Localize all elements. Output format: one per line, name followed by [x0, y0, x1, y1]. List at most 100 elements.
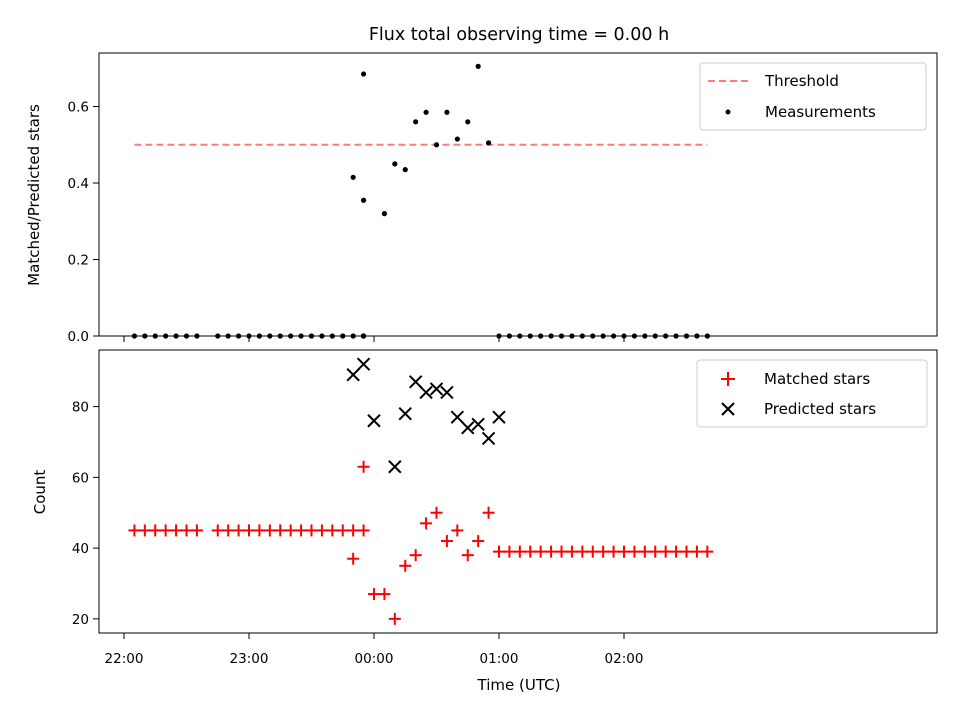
legend-threshold-label: Threshold	[764, 72, 839, 90]
predicted-star-point	[481, 431, 496, 446]
matched-star-point	[399, 559, 412, 572]
measurement-point	[413, 119, 419, 125]
legend-measurements-swatch	[725, 109, 731, 115]
y-tick-label: 0.0	[68, 329, 89, 345]
top-panel: Matched/Predicted stars 0.0 0.2 0.4 0.6 Thr…	[25, 52, 938, 345]
matched-star-point	[565, 545, 578, 558]
predicted-star-point	[440, 385, 454, 400]
top-y-ticks: 0.0 0.2 0.4 0.6	[68, 100, 99, 345]
matched-star-point	[190, 524, 203, 537]
x-tick-label: 23:00	[230, 651, 269, 667]
matched-star-point	[315, 524, 328, 537]
predicted-star-point	[429, 382, 444, 396]
bottom-x-ticks: 22:00 23:00 00:00 01:00 02:00	[105, 633, 643, 667]
matched-star-point	[263, 524, 276, 537]
predicted-star-point	[388, 460, 402, 474]
measurement-point	[360, 197, 367, 203]
matched-star-point	[336, 524, 349, 537]
top-legend: Threshold Measurements	[699, 62, 927, 131]
measurement-point	[350, 174, 356, 180]
measurement-point	[465, 119, 471, 125]
y-tick-label: 80	[72, 400, 89, 416]
bottom-plot-area	[128, 357, 714, 625]
legend-matched-label: Matched stars	[764, 370, 870, 388]
matched-star-point	[159, 524, 172, 537]
predicted-star-point	[356, 357, 371, 371]
y-tick-label: 0.6	[68, 100, 89, 116]
matched-star-point	[295, 524, 308, 537]
x-tick-label: 22:00	[105, 651, 144, 667]
legend-matched-swatch	[721, 372, 735, 386]
matched-star-point	[211, 524, 224, 537]
legend-measurements-label: Measurements	[765, 103, 876, 121]
measurement-point	[360, 71, 367, 77]
matched-star-point	[555, 545, 568, 558]
matched-star-point	[326, 524, 339, 537]
matched-star-point	[357, 524, 370, 537]
matched-star-point	[545, 545, 558, 558]
matched-star-point	[222, 524, 235, 537]
top-x-ticks	[123, 336, 625, 342]
matched-star-point	[274, 524, 287, 537]
matched-star-point	[493, 545, 505, 558]
matched-star-point	[524, 545, 537, 558]
measurement-point	[485, 140, 492, 146]
matched-star-point	[628, 545, 641, 558]
bottom-y-axis-label: Count	[31, 470, 49, 515]
matched-star-point	[670, 545, 683, 558]
legend-predicted-swatch	[721, 402, 735, 416]
predicted-star-point	[471, 417, 485, 431]
measurement-point	[433, 142, 440, 148]
matched-star-point	[232, 524, 245, 537]
matched-star-point	[690, 545, 703, 558]
matched-star-point	[409, 549, 422, 562]
matched-star-point	[534, 545, 547, 558]
measurement-point	[402, 167, 408, 173]
predicted-star-point	[398, 406, 412, 421]
matched-star-point	[701, 545, 714, 558]
matched-star-point	[368, 588, 380, 601]
measurement-point	[454, 136, 460, 142]
matched-star-point	[618, 545, 630, 558]
matched-star-point	[243, 524, 255, 537]
matched-star-point	[357, 460, 370, 473]
matched-star-point	[420, 517, 433, 530]
bottom-y-ticks: 20 40 60 80	[72, 400, 99, 628]
chart-title: Flux total observing time = 0.00 h	[369, 25, 669, 45]
matched-star-point	[597, 545, 610, 558]
y-tick-label: 0.4	[68, 176, 89, 192]
predicted-star-point	[367, 414, 381, 428]
matched-star-point	[586, 545, 599, 558]
measurement-point	[475, 63, 481, 69]
matched-star-point	[607, 545, 620, 558]
matched-star-point	[680, 545, 693, 558]
y-tick-label: 20	[72, 612, 89, 628]
matched-star-point	[440, 535, 453, 548]
matched-star-point	[659, 545, 672, 558]
matched-star-point	[638, 545, 651, 558]
predicted-star-point	[450, 410, 465, 424]
measurement-point	[444, 109, 450, 115]
bottom-panel: Count 20 40 60 80 22:00 23:00 00:00 01:00 02:00…	[31, 349, 938, 694]
matched-star-point	[513, 545, 526, 558]
x-axis-label: Time (UTC)	[477, 676, 561, 694]
top-axes-frame	[98, 52, 938, 337]
bottom-axes-frame	[98, 349, 938, 634]
bottom-legend-box	[696, 359, 928, 428]
matched-star-point	[378, 588, 391, 601]
matched-star-point	[284, 524, 297, 537]
predicted-star-point	[461, 421, 475, 435]
matched-star-point	[451, 524, 464, 537]
y-tick-label: 60	[72, 470, 89, 486]
x-tick-label: 01:00	[480, 651, 519, 667]
y-tick-label: 0.2	[68, 253, 89, 269]
y-tick-label: 40	[72, 541, 89, 557]
matched-star-point	[347, 524, 360, 537]
matched-star-point	[388, 612, 401, 625]
bottom-legend: Matched stars Predicted stars	[696, 359, 928, 428]
measurement-point	[423, 109, 429, 115]
matched-star-point	[347, 552, 360, 565]
legend-predicted-label: Predicted stars	[764, 400, 876, 418]
matched-star-point	[472, 535, 485, 548]
